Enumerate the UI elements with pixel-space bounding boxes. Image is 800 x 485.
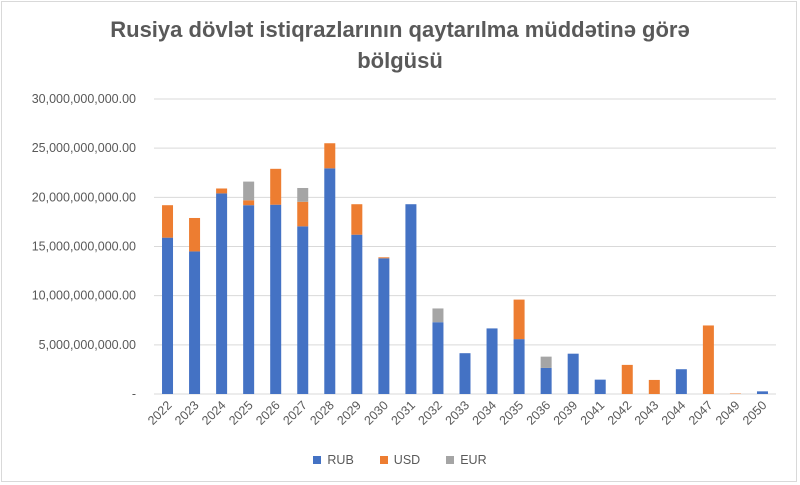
bar-eur-2027 xyxy=(297,187,309,202)
bar-rub-2041 xyxy=(594,379,606,394)
bar-usd-2029 xyxy=(351,204,363,235)
bar-rub-2034 xyxy=(486,328,498,394)
x-tick-label: 2031 xyxy=(388,398,418,428)
x-tick-label: 2039 xyxy=(551,398,581,428)
x-tick-label: 2029 xyxy=(334,398,364,428)
bar-rub-2026 xyxy=(270,204,282,394)
bar-rub-2035 xyxy=(513,339,525,394)
x-tick-label: 2050 xyxy=(740,398,770,428)
bar-usd-2047 xyxy=(702,325,714,394)
x-tick-label: 2043 xyxy=(632,398,662,428)
y-tick-label: 20,000,000,000.00 xyxy=(32,190,136,204)
bar-rub-2050 xyxy=(756,391,768,394)
legend-swatch xyxy=(313,456,322,464)
bar-usd-2022 xyxy=(162,205,174,238)
bar-usd-2025 xyxy=(243,200,255,206)
bar-rub-2031 xyxy=(405,204,417,394)
legend-label: RUB xyxy=(327,453,354,467)
legend-label: EUR xyxy=(460,453,487,467)
x-tick-label: 2023 xyxy=(172,398,202,428)
chart-title-line-1: Rusiya dövlət istiqrazlarının qaytarılma… xyxy=(110,17,690,42)
x-tick-label: 2028 xyxy=(307,398,337,428)
bar-eur-2036 xyxy=(540,356,552,368)
x-tick-label: 2047 xyxy=(686,398,716,428)
x-tick-label: 2025 xyxy=(226,398,256,428)
chart-title: Rusiya dövlət istiqrazlarının qaytarılma… xyxy=(0,14,800,76)
bar-rub-2032 xyxy=(432,322,444,394)
bar-usd-2026 xyxy=(270,168,282,205)
x-tick-label: 2044 xyxy=(659,398,689,428)
y-tick-label: 30,000,000,000.00 xyxy=(32,92,136,106)
bar-rub-2024 xyxy=(216,193,228,394)
bar-eur-2032 xyxy=(432,308,444,323)
x-tick-label: 2036 xyxy=(524,398,554,428)
bar-usd-2027 xyxy=(297,201,309,227)
bar-rub-2029 xyxy=(351,234,363,394)
x-tick-label: 2024 xyxy=(199,398,229,428)
bar-usd-2043 xyxy=(648,379,660,394)
legend-swatch xyxy=(379,456,388,464)
x-tick-label: 2022 xyxy=(145,398,175,428)
x-tick-label: 2035 xyxy=(497,398,527,428)
x-tick-label: 2041 xyxy=(578,398,608,428)
chart-title-line-2: bölgüsü xyxy=(357,48,443,73)
x-tick-label: 2027 xyxy=(280,398,310,428)
legend-item-rub: RUB xyxy=(313,453,354,467)
bar-rub-2025 xyxy=(243,205,255,394)
bar-usd-2023 xyxy=(189,217,201,252)
x-tick-label: 2033 xyxy=(443,398,473,428)
bar-rub-2044 xyxy=(675,369,687,394)
bar-eur-2025 xyxy=(243,181,255,201)
legend-item-eur: EUR xyxy=(446,453,487,467)
x-tick-label: 2042 xyxy=(605,398,635,428)
bar-usd-2042 xyxy=(621,364,633,394)
x-tick-label: 2026 xyxy=(253,398,283,428)
bar-rub-2028 xyxy=(324,168,336,394)
x-tick-label: 2034 xyxy=(470,398,500,428)
legend-item-usd: USD xyxy=(379,453,421,467)
bar-rub-2022 xyxy=(162,237,174,394)
y-tick-label: 5,000,000,000.00 xyxy=(39,338,136,352)
bar-usd-2024 xyxy=(216,188,228,194)
y-tick-label: 10,000,000,000.00 xyxy=(32,289,136,303)
legend-swatch xyxy=(446,456,455,464)
legend-label: USD xyxy=(393,453,421,467)
y-tick-label: 25,000,000,000.00 xyxy=(32,141,136,155)
bar-rub-2030 xyxy=(378,258,390,394)
bar-rub-2027 xyxy=(297,226,309,394)
bar-usd-2028 xyxy=(324,143,336,169)
legend: RUB USD EUR xyxy=(0,453,800,467)
bar-rub-2023 xyxy=(189,251,201,394)
bar-rub-2033 xyxy=(459,353,471,394)
x-tick-label: 2049 xyxy=(713,398,743,428)
bar-usd-2030 xyxy=(378,257,390,259)
bar-rub-2039 xyxy=(567,353,579,394)
bar-usd-2035 xyxy=(513,299,525,340)
y-tick-label: 15,000,000,000.00 xyxy=(32,240,136,254)
bar-rub-2036 xyxy=(540,367,552,394)
x-tick-label: 2030 xyxy=(361,398,391,428)
x-tick-label: 2032 xyxy=(416,398,446,428)
y-tick-label: - xyxy=(132,387,136,401)
